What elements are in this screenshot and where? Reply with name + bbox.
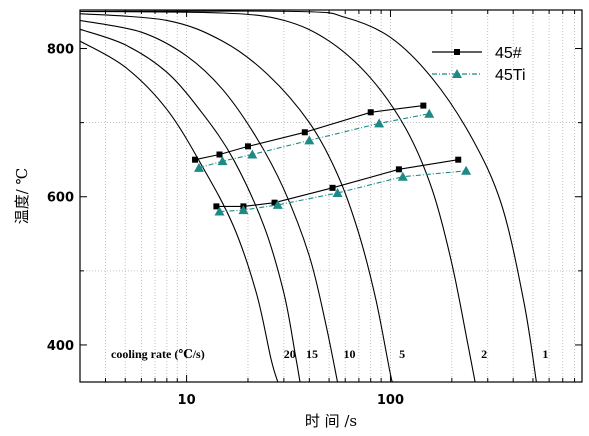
grid <box>79 10 582 382</box>
legend-label-45ti: 45Ti <box>495 67 526 84</box>
cooling-curve-5 <box>80 13 394 382</box>
data-point-45ti <box>374 118 385 128</box>
data-point-45ti <box>332 188 343 198</box>
data-point-45ti <box>193 162 204 172</box>
x-tick-label: 100 <box>377 393 404 408</box>
data-point-45-hash <box>244 143 251 150</box>
data-point-45ti <box>214 206 225 216</box>
cooling-curve-10 <box>80 19 339 382</box>
data-point-45-hash <box>216 151 223 158</box>
data-point-45-hash <box>367 109 374 116</box>
data-point-45ti <box>272 199 283 209</box>
data-point-45ti <box>424 108 435 118</box>
y-tick-label: 400 <box>47 339 74 354</box>
data-point-45-hash <box>420 102 427 109</box>
data-point-45ti <box>217 156 228 166</box>
data-series <box>192 102 472 216</box>
cooling-rate-label-15: 15 <box>306 347 318 361</box>
data-point-45-hash <box>301 129 308 136</box>
legend-label-45-hash: 45# <box>495 45 522 62</box>
cooling-curve-20 <box>80 40 279 382</box>
y-tick-label: 600 <box>47 191 74 206</box>
data-point-45ti <box>397 171 408 181</box>
cooling-rate-title: cooling rate (℃/s) <box>111 347 205 361</box>
cooling-curve-15 <box>80 28 301 382</box>
y-tick-label: 800 <box>47 43 74 58</box>
cooling-rate-labels: 20 15 10 5 2 1 <box>284 347 549 361</box>
data-point-45ti <box>304 135 315 145</box>
series-line-45ti-lower <box>219 170 467 213</box>
cooling-curve-2 <box>80 10 476 382</box>
data-point-45-hash <box>192 156 199 163</box>
series-line-45-hash-lower <box>216 159 459 207</box>
cooling-rate-label-2: 2 <box>481 347 487 361</box>
series-line-45-hash-upper <box>194 105 424 161</box>
data-point-45ti <box>461 165 472 175</box>
cooling-rate-label-20: 20 <box>284 347 296 361</box>
legend: 45# 45Ti <box>432 45 526 84</box>
x-axis-title: 时 间 /s <box>305 412 357 430</box>
legend-marker-45ti <box>452 69 462 78</box>
data-point-45ti <box>238 205 249 215</box>
data-point-45-hash <box>213 203 220 210</box>
data-point-45ti <box>247 149 258 159</box>
x-tick-label: 10 <box>178 393 196 408</box>
data-point-45-hash <box>329 184 336 191</box>
data-point-45-hash <box>395 166 402 173</box>
series-line-45ti-upper <box>198 113 430 169</box>
cooling-rate-label-1: 1 <box>542 347 548 361</box>
plot-frame <box>79 9 583 383</box>
cooling-rate-label-5: 5 <box>399 347 405 361</box>
data-point-45-hash <box>455 156 462 163</box>
cooling-curve-1 <box>80 10 537 382</box>
cooling-curves <box>80 10 537 382</box>
cooling-rate-label-10: 10 <box>344 347 356 361</box>
data-point-45-hash <box>271 199 278 206</box>
legend-marker-45-hash <box>454 49 460 55</box>
axis-ticks: 10 100 400 600 800 <box>47 10 582 408</box>
y-axis-title: 温度/ ℃ <box>13 168 31 225</box>
